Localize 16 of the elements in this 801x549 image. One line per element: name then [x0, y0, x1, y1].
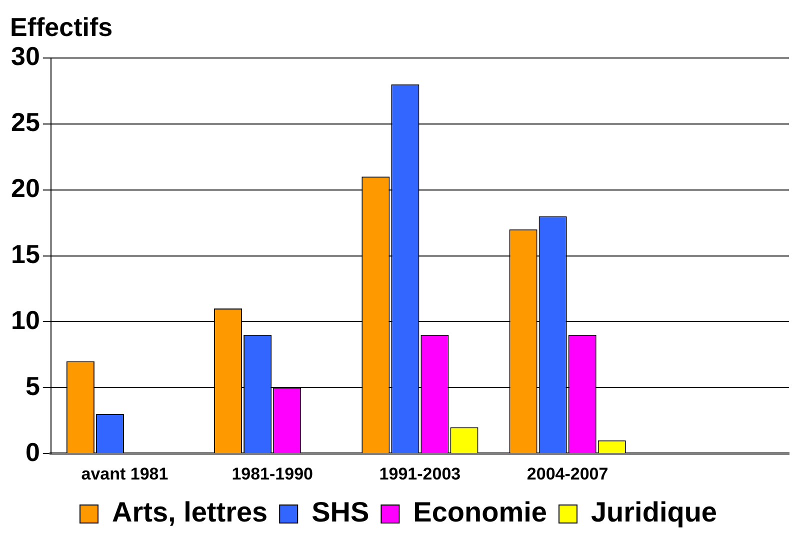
y-axis-title: Effectifs [10, 12, 113, 42]
y-tick-label: 0 [25, 436, 40, 467]
y-tick-label: 25 [11, 107, 40, 138]
x-tick-label: avant 1981 [81, 464, 168, 484]
legend-label: Arts, lettres [112, 496, 268, 528]
y-tick-label: 20 [11, 173, 40, 204]
x-tick-label: 2004-2007 [526, 464, 608, 484]
y-tick-label: 30 [11, 41, 40, 72]
y-tick-label: 5 [25, 370, 40, 401]
legend-label: Juridique [590, 496, 718, 528]
y-tick-label: 10 [11, 304, 40, 335]
x-tick-label: 1991-2003 [379, 464, 461, 484]
legend-label: Economie [413, 496, 547, 528]
y-tick-label: 15 [11, 238, 40, 269]
x-tick-label: 1981-1990 [232, 464, 313, 484]
legend-label: SHS [312, 496, 370, 528]
